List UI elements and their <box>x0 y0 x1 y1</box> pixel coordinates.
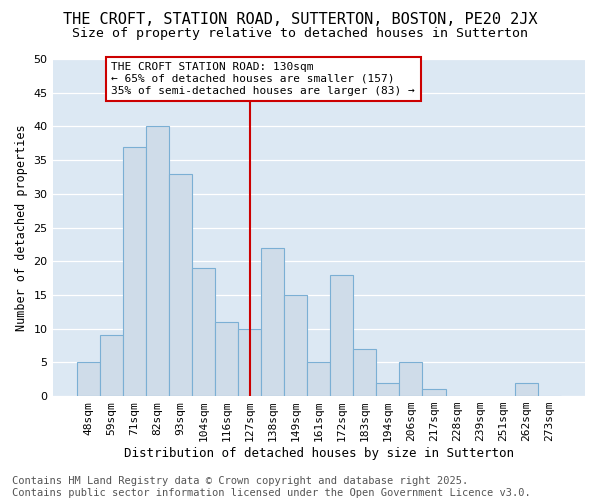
Text: Contains HM Land Registry data © Crown copyright and database right 2025.
Contai: Contains HM Land Registry data © Crown c… <box>12 476 531 498</box>
Bar <box>515 382 538 396</box>
Bar <box>146 126 169 396</box>
Bar <box>307 362 330 396</box>
Bar <box>123 146 146 396</box>
Bar <box>261 248 284 396</box>
Bar <box>400 362 422 396</box>
Bar <box>192 268 215 396</box>
Bar <box>284 295 307 396</box>
X-axis label: Distribution of detached houses by size in Sutterton: Distribution of detached houses by size … <box>124 447 514 460</box>
Bar <box>238 328 261 396</box>
Bar <box>169 174 192 396</box>
Bar <box>77 362 100 396</box>
Bar <box>100 336 123 396</box>
Bar <box>376 382 400 396</box>
Text: THE CROFT, STATION ROAD, SUTTERTON, BOSTON, PE20 2JX: THE CROFT, STATION ROAD, SUTTERTON, BOST… <box>63 12 537 28</box>
Text: Size of property relative to detached houses in Sutterton: Size of property relative to detached ho… <box>72 28 528 40</box>
Text: THE CROFT STATION ROAD: 130sqm
← 65% of detached houses are smaller (157)
35% of: THE CROFT STATION ROAD: 130sqm ← 65% of … <box>112 62 415 96</box>
Bar <box>422 390 446 396</box>
Bar <box>330 274 353 396</box>
Y-axis label: Number of detached properties: Number of detached properties <box>15 124 28 331</box>
Bar <box>353 349 376 396</box>
Bar <box>215 322 238 396</box>
